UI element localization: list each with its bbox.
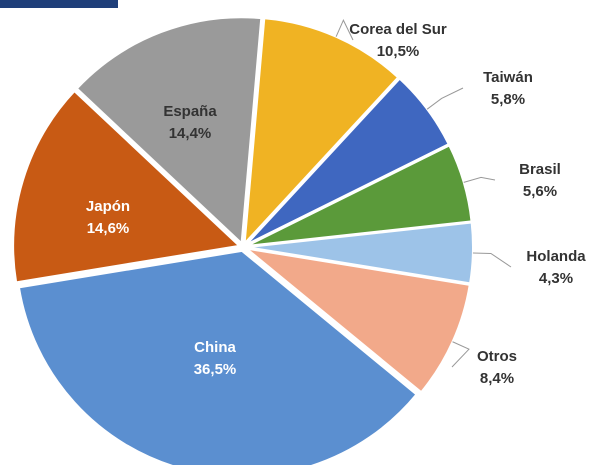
- leader-line: [472, 252, 512, 268]
- value-label: 10,5%: [377, 43, 420, 60]
- value-label: 4,3%: [539, 270, 573, 287]
- leader-line: [426, 87, 464, 110]
- pie-slice: [17, 249, 418, 465]
- header-bar: [0, 0, 118, 8]
- value-label: 8,4%: [480, 370, 514, 387]
- slice-label: Brasil: [519, 161, 561, 178]
- slice-label: China: [194, 339, 236, 356]
- leader-line: [463, 176, 496, 183]
- pie-slice: [75, 16, 263, 246]
- pie-slice: [243, 247, 471, 394]
- value-label: 14,6%: [87, 220, 130, 237]
- slice-label: Corea del Sur: [349, 21, 447, 38]
- leader-line: [451, 341, 470, 368]
- value-label: 5,8%: [491, 91, 525, 108]
- pie-slice: [246, 144, 473, 247]
- value-label: 14,4%: [169, 125, 212, 142]
- leader-line: [335, 19, 354, 41]
- slice-label: Otros: [477, 348, 517, 365]
- value-label: 5,6%: [523, 183, 557, 200]
- slice-label: Holanda: [526, 248, 586, 265]
- slice-label: España: [163, 103, 217, 120]
- pie-slice: [246, 221, 474, 285]
- value-label: 36,5%: [194, 361, 237, 378]
- slice-label: Taiwán: [483, 69, 533, 86]
- pie-slice: [245, 77, 451, 246]
- pie-slice: [12, 89, 242, 284]
- slice-label: Japón: [86, 198, 130, 215]
